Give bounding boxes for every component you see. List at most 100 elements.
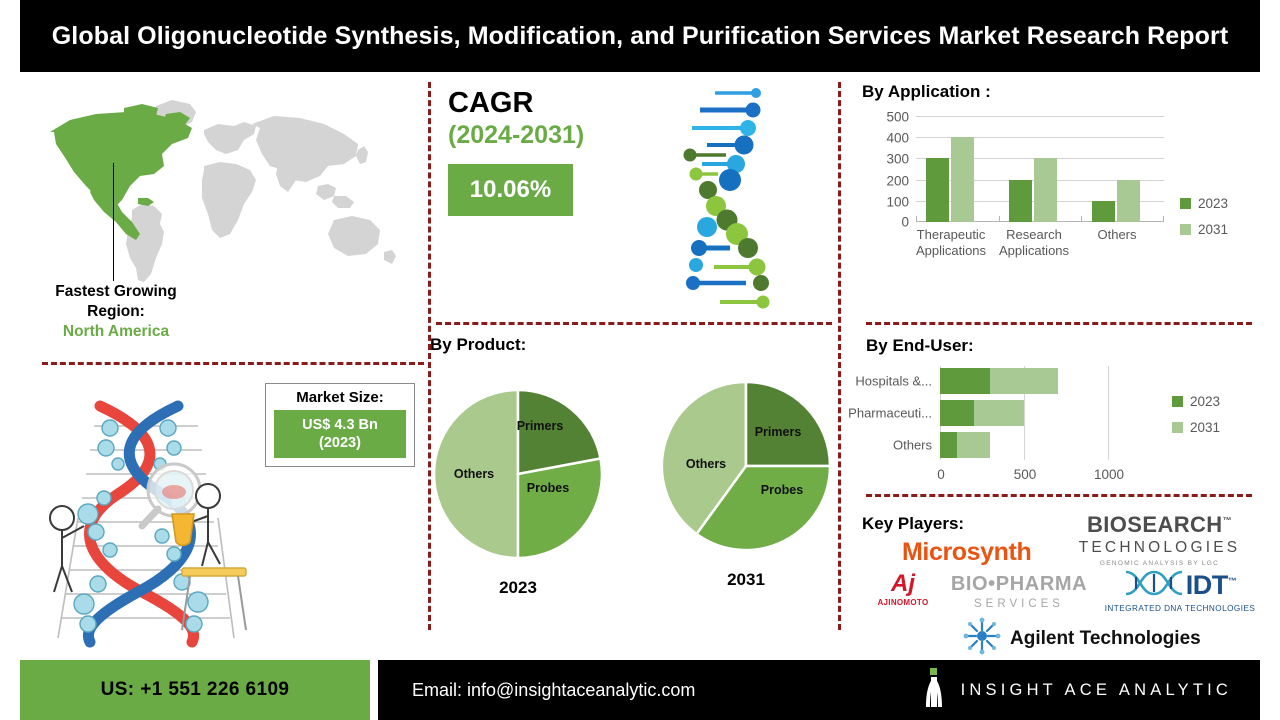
idt-subtitle: INTEGRATED DNA TECHNOLOGIES [1104,604,1256,613]
bar-therapeutic-2031 [951,137,974,222]
app-legend-label-2023: 2023 [1198,196,1229,211]
application-plot-area: 500 400 300 200 100 0 Therapeutic Applic… [886,110,1164,258]
divider-horizontal-left [42,362,424,365]
eu-row-pharmaceutical: Pharmaceuti... [848,400,1150,426]
brand-name: INSIGHT ACE ANALYTIC [960,680,1232,699]
logo-ajinomoto: Aj AJINOMOTO [867,570,939,608]
app-xcat-research: Research Applications [998,227,1070,258]
app-ytick-100: 100 [886,194,909,210]
footer-email: Email: info@insightaceanalytic.com [412,679,696,700]
eu-xtick-1000: 1000 [1093,467,1125,482]
by-application-title: By Application : [862,82,991,101]
eu-legend-2031: 2031 [1172,420,1220,435]
app-legend-2031: 2031 [1180,222,1228,237]
pie-2023-label-probes: Probes [527,481,569,495]
map-leader-line [113,163,114,281]
bar-research-2023 [1009,179,1032,222]
app-xcat-others: Others [1097,227,1137,242]
biosearch-tm: ™ [1222,515,1233,526]
eu-cat-hospitals: Hospitals &... [855,373,932,389]
north-america-highlight [50,104,192,240]
biopharma-name: BIO•PHARMA [950,573,1088,595]
pie-chart-2023: Primers Probes Others 2023 [430,386,606,598]
pie-2031-label-primers: Primers [755,425,802,439]
logo-biosearch-technologies: BIOSEARCH™ TECHNOLOGIES GENOMIC ANALYSIS… [1067,512,1252,567]
eu-seg-others-2031 [956,432,991,458]
market-size-value-badge: US$ 4.3 Bn (2023) [274,410,406,458]
idt-name: IDT [1185,570,1229,600]
divider-horizontal-right-top [866,322,1252,325]
by-product-title: By Product: [430,335,527,354]
dna-illustration [22,386,262,648]
cagr-period: (2024-2031) [448,121,585,150]
cagr-value: 10.06% [469,175,552,203]
eu-seg-others-2023 [940,432,957,458]
ajinomoto-mark: Aj [891,570,915,597]
eu-cat-pharmaceutical: Pharmaceuti... [848,405,932,421]
brand-logo: INSIGHT ACE ANALYTIC [917,667,1232,714]
logo-idt: IDT™ INTEGRATED DNA TECHNOLOGIES [1100,568,1260,613]
region-caption-line2: Region: [87,302,145,320]
divider-vertical-right [838,82,841,630]
application-bar-chart: 500 400 300 200 100 0 Therapeutic Applic… [862,108,1228,258]
biosearch-subtitle: TECHNOLOGIES [1078,539,1241,556]
eu-xtick-0: 0 [937,467,945,482]
application-chart-legend: 2023 2031 [1180,196,1228,237]
key-players-section: Key Players: Microsynth BIOSEARCH™ TECHN… [862,508,1262,658]
logo-agilent-technologies: Agilent Technologies [962,616,1201,661]
biosearch-name: BIOSEARCH [1086,512,1223,537]
app-ytick-300: 300 [886,151,909,167]
app-ytick-200: 200 [886,173,909,189]
pie-chart-2031: Primers Probes Others 2031 [658,378,834,590]
eu-legend-2023: 2023 [1172,394,1220,409]
eu-grid-1000: 1000 [1094,366,1124,482]
end-user-plot-area: 0 500 1000 Hospitals &... Pharmaceuti... [848,366,1150,482]
by-product-charts: Primers Probes Others 2023 Primers Probe… [430,368,832,630]
bar-research-2031 [1034,158,1057,222]
eu-legend-label-2031: 2031 [1190,420,1221,435]
report-title-bar: Global Oligonucleotide Synthesis, Modifi… [20,0,1260,72]
end-user-bar-chart: 0 500 1000 Hospitals &... Pharmaceuti... [848,366,1220,484]
divider-vertical-left [428,82,431,630]
dna-pin-helix-graphic [662,84,817,316]
market-size-box: Market Size: US$ 4.3 Bn (2023) [265,383,415,467]
idt-tm: ™ [1227,576,1237,586]
eu-seg-hospitals-2031 [990,368,1058,394]
eu-seg-hospitals-2023 [940,368,991,394]
eu-legend-swatch-2031 [1172,422,1183,433]
pie-2031-year: 2031 [727,570,765,589]
eu-seg-pharma-2031 [973,400,1024,426]
divider-horizontal-middle [436,322,832,325]
pie-2031-label-probes: Probes [761,483,803,497]
app-legend-label-2031: 2031 [1198,222,1229,237]
application-group-others: Others [1092,179,1140,242]
app-legend-swatch-2023 [1180,198,1191,209]
footer-phone-block: US: +1 551 226 6109 [20,660,370,720]
by-end-user-title: By End-User: [866,336,974,355]
app-legend-swatch-2031 [1180,224,1191,235]
bar-others-2031 [1117,179,1140,222]
footer-contact-block: Email: info@insightaceanalytic.com INSIG… [378,660,1260,720]
insightace-mark-icon [917,667,947,714]
biosearch-tagline: GENOMIC ANALYSIS BY LGC [1099,560,1220,567]
logo-microsynth: Microsynth [902,538,1032,566]
bar-others-2023 [1092,200,1115,222]
eu-cat-others: Others [892,437,932,453]
divider-horizontal-right-bottom [866,494,1252,497]
cagr-value-badge: 10.06% [448,163,573,216]
region-caption-line1: Fastest Growing [55,283,177,300]
pie-2023-year: 2023 [499,578,537,597]
fastest-growing-region-label: Fastest Growing Region: North America [24,282,208,341]
eu-grid-500: 500 [1014,366,1036,482]
application-group-research: Research Applications [999,158,1069,258]
logo-bio-pharma-services: BIO•PHARMA SERVICES [944,573,1094,610]
end-user-chart-legend: 2023 2031 [1172,394,1220,435]
eu-xtick-500: 500 [1013,467,1037,482]
agilent-name: Agilent Technologies [1010,627,1201,649]
ajinomoto-name: AJINOMOTO [877,598,929,607]
eu-seg-pharma-2023 [940,400,974,426]
cagr-label: CAGR [448,87,534,119]
market-size-year: (2023) [319,435,361,451]
app-legend-2023: 2023 [1180,196,1228,211]
